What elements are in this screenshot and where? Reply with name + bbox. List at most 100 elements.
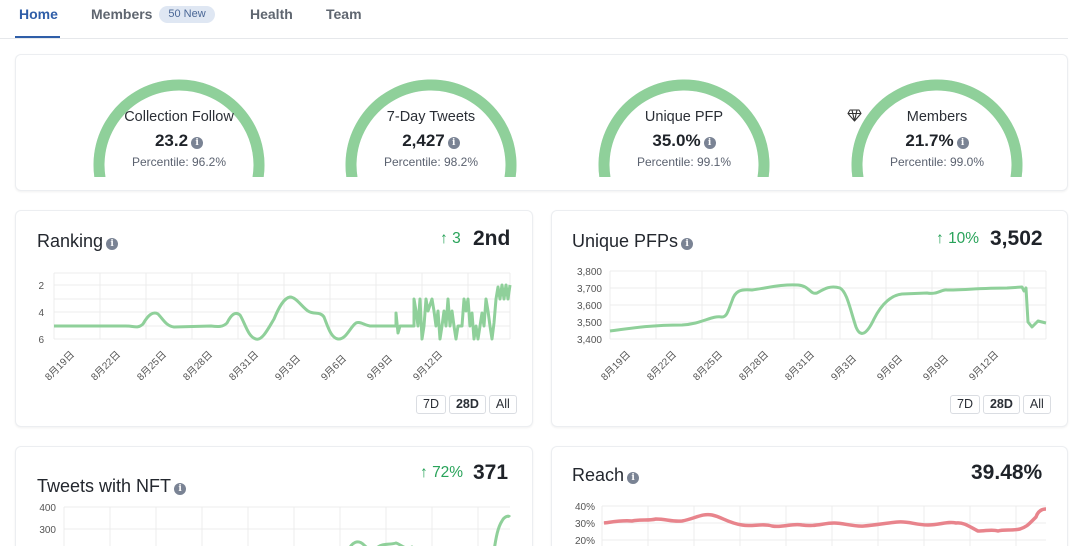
info-icon[interactable]: i — [627, 472, 640, 484]
unique-pfps-range-selector: 7D 28D All — [950, 395, 1051, 415]
range-all-button[interactable]: All — [1022, 395, 1051, 414]
x-tick: 9月6日 — [875, 353, 905, 383]
arrow-up-icon: ↑ — [440, 230, 448, 247]
reach-y-axis: 40% 30% 20% — [575, 502, 595, 546]
gauge-members: Members 21.7% i Percentile: 99.0% — [847, 67, 1027, 177]
x-tick: 9月3日 — [273, 353, 303, 383]
ranking-title: Ranking i — [37, 231, 119, 252]
x-tick: 8月22日 — [645, 349, 679, 383]
tweets-nft-line — [349, 514, 512, 546]
tweets-nft-grid — [63, 506, 510, 546]
x-tick: 9月12日 — [967, 349, 1001, 383]
tab-health[interactable]: Health — [250, 6, 293, 22]
unique-pfps-line — [609, 283, 1047, 335]
gauge-title: 7-Day Tweets — [386, 109, 476, 125]
info-icon[interactable]: i — [681, 238, 694, 250]
reach-card: Reach i 39.48% 40% 30% 20% — [551, 446, 1068, 546]
reach-grid — [601, 505, 1046, 546]
x-tick: 8月28日 — [737, 349, 771, 383]
gauge-title: Collection Follow — [124, 109, 234, 125]
info-icon[interactable]: i — [703, 137, 716, 149]
x-tick: 8月25日 — [135, 349, 169, 383]
unique-pfps-x-axis: 8月19日 8月22日 8月25日 8月28日 8月31日 9月3日 9月6日 … — [599, 349, 1001, 383]
y-tick: 3,800 — [577, 267, 602, 278]
gauge-percentile: Percentile: 96.2% — [131, 155, 227, 169]
reach-line — [603, 507, 1047, 533]
reach-value: 39.48% — [971, 461, 1043, 484]
active-tab-indicator — [15, 36, 60, 38]
reach-title: Reach i — [572, 465, 640, 486]
range-7d-button[interactable]: 7D — [950, 395, 980, 414]
y-tick: 300 — [39, 525, 56, 536]
x-tick: 8月31日 — [227, 349, 261, 383]
y-tick: 4 — [38, 308, 44, 319]
tweets-nft-delta: ↑ 72% — [420, 464, 464, 481]
gauge-arc-2 — [345, 79, 517, 177]
gauge-title: Members — [847, 109, 1027, 125]
y-tick: 3,500 — [577, 318, 602, 329]
ranking-x-axis: 8月19日 8月22日 8月25日 8月28日 8月31日 9月3日 9月6日 … — [43, 349, 445, 383]
x-tick: 8月19日 — [599, 349, 633, 383]
ranking-card: Ranking i ↑ 3 2nd 2 4 6 8月19日 8月22日 8月25日… — [15, 210, 533, 427]
score-gauges-card: Collection Follow 23.2 i Percentile: 96.2… — [15, 54, 1068, 191]
range-7d-button[interactable]: 7D — [416, 395, 446, 414]
ranking-value: 2nd — [473, 227, 511, 250]
tab-bar: Home Members 50 New Health Team — [0, 0, 1068, 39]
x-tick: 9月9日 — [921, 353, 951, 383]
info-icon[interactable]: i — [956, 137, 969, 149]
tweets-nft-value: 371 — [473, 461, 509, 484]
tweets-nft-chart: 400 300 — [39, 503, 512, 546]
x-tick: 8月31日 — [783, 349, 817, 383]
x-tick: 8月22日 — [89, 349, 123, 383]
range-28d-button[interactable]: 28D — [982, 395, 1020, 414]
tab-home[interactable]: Home — [19, 6, 58, 22]
gauge-value: 21.7% i — [847, 131, 1027, 151]
x-tick: 9月9日 — [365, 353, 395, 383]
x-tick: 8月19日 — [43, 349, 77, 383]
unique-pfps-title: Unique PFPs i — [572, 231, 694, 252]
gauge-arc-1 — [93, 79, 265, 177]
gauge-arc-3 — [598, 79, 770, 177]
tab-team[interactable]: Team — [326, 6, 362, 22]
arrow-up-icon: ↑ — [936, 230, 944, 247]
gauge-value: 2,427 i — [341, 131, 521, 151]
gauge-arc-4 — [851, 79, 1023, 177]
x-tick: 9月3日 — [829, 353, 859, 383]
info-icon[interactable]: i — [106, 238, 119, 250]
tweets-with-nft-card: Tweets with NFT i ↑ 72% 371 400 300 — [15, 446, 533, 546]
info-icon[interactable]: i — [447, 137, 460, 149]
info-icon[interactable]: i — [191, 137, 204, 149]
members-new-badge: 50 New — [159, 6, 215, 23]
x-tick: 9月12日 — [411, 349, 445, 383]
range-all-button[interactable]: All — [488, 395, 517, 414]
y-tick: 3,700 — [577, 284, 602, 295]
unique-pfps-delta: ↑ 10% — [936, 230, 980, 247]
unique-pfps-chart: 3,800 3,700 3,600 3,500 3,400 8月19日 8月22… — [577, 267, 1047, 383]
y-tick: 400 — [39, 503, 56, 514]
x-tick: 8月28日 — [181, 349, 215, 383]
y-tick: 30% — [575, 519, 595, 530]
tab-members[interactable]: Members — [91, 6, 153, 22]
gauge-percentile: Percentile: 99.0% — [889, 155, 985, 169]
diamond-icon — [847, 109, 862, 122]
ranking-line — [54, 283, 512, 341]
ranking-delta: ↑ 3 — [440, 230, 461, 247]
gauge-percentile: Percentile: 99.1% — [636, 155, 732, 169]
info-icon[interactable]: i — [174, 483, 187, 495]
tweets-nft-title: Tweets with NFT i — [37, 476, 187, 497]
gauge-collection-follow: Collection Follow 23.2 i Percentile: 96.2… — [89, 67, 269, 177]
ranking-chart: 2 4 6 8月19日 8月22日 8月25日 8月28日 8月31日 9月3日… — [38, 272, 512, 383]
unique-pfps-grid — [609, 270, 1047, 340]
gauge-unique-pfp: Unique PFP 35.0% i Percentile: 99.1% — [594, 67, 774, 177]
y-tick: 6 — [38, 335, 44, 346]
gauge-value: 23.2 i — [89, 131, 269, 151]
gauge-7-day-tweets: 7-Day Tweets 2,427 i Percentile: 98.2% — [341, 67, 521, 177]
gauge-value: 35.0% i — [594, 131, 774, 151]
unique-pfps-card: Unique PFPs i ↑ 10% 3,502 3,800 3,700 3,6… — [551, 210, 1068, 427]
x-tick: 8月25日 — [691, 349, 725, 383]
y-tick: 2 — [38, 281, 44, 292]
y-tick: 40% — [575, 502, 595, 513]
range-28d-button[interactable]: 28D — [448, 395, 486, 414]
x-tick: 9月6日 — [319, 353, 349, 383]
unique-pfps-y-axis: 3,800 3,700 3,600 3,500 3,400 — [577, 267, 602, 346]
